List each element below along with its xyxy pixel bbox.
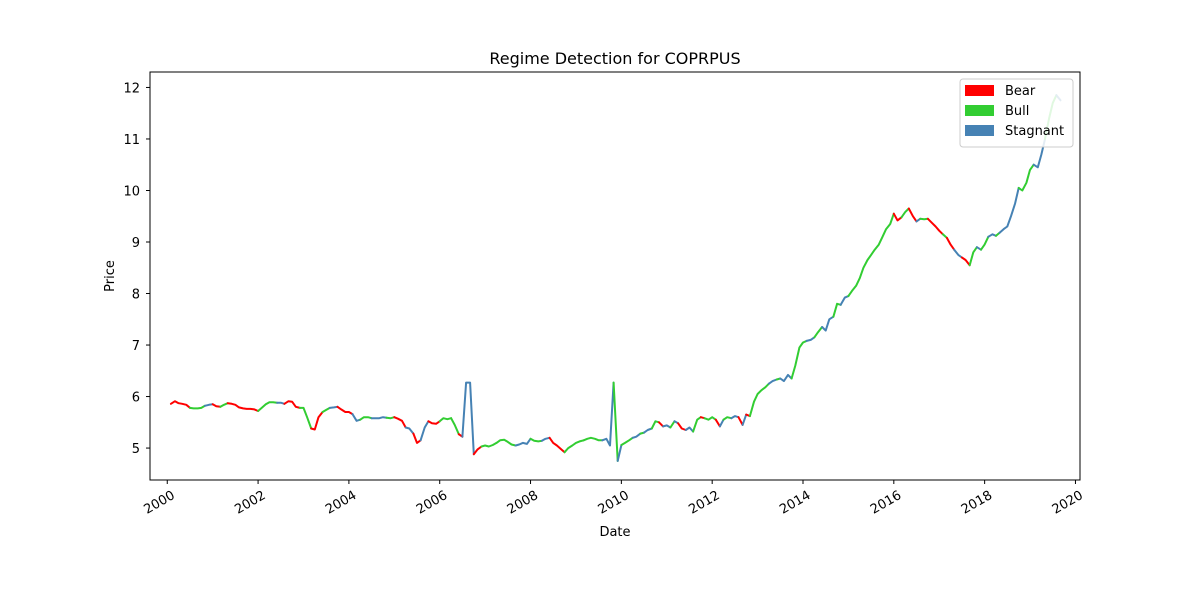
segment-stagnant-56 xyxy=(730,415,740,420)
y-tick-label: 12 xyxy=(123,81,140,96)
segment-stagnant-67 xyxy=(821,315,835,332)
segment-bull-15 xyxy=(359,416,373,421)
legend-swatch-bull xyxy=(965,105,994,116)
segment-stagnant-7 xyxy=(276,401,286,405)
segment-bull-11 xyxy=(321,406,331,413)
segment-bear-71 xyxy=(892,212,903,222)
segment-bull-1 xyxy=(189,404,206,410)
segment-bear-22 xyxy=(427,420,441,425)
segment-stagnant-19 xyxy=(404,426,415,435)
segment-bull-4 xyxy=(219,402,229,408)
segment-stagnant-61 xyxy=(767,378,778,385)
segment-bull-87 xyxy=(1017,163,1035,192)
segment-bear-80 xyxy=(960,256,971,267)
segment-bull-28 xyxy=(480,441,498,448)
segment-stagnant-2 xyxy=(203,403,214,407)
segment-bull-52 xyxy=(703,416,717,421)
segment-bear-48 xyxy=(677,422,687,431)
segment-bull-34 xyxy=(563,439,585,454)
segment-stagnant-54 xyxy=(718,418,725,428)
segment-bear-78 xyxy=(945,236,956,251)
legend-label-stagnant: Stagnant xyxy=(1005,124,1064,139)
segment-stagnant-49 xyxy=(684,426,695,433)
segment-bull-81 xyxy=(968,246,978,267)
segment-stagnant-42 xyxy=(643,427,653,434)
segment-stagnant-12 xyxy=(328,405,339,409)
segment-bull-9 xyxy=(298,406,313,430)
segment-bull-55 xyxy=(722,416,733,421)
segment-bull-68 xyxy=(832,302,842,318)
segment-bear-5 xyxy=(226,402,260,412)
segment-bear-3 xyxy=(211,403,222,408)
segment-stagnant-36 xyxy=(601,381,615,447)
plot-frame xyxy=(149,71,1081,481)
segment-stagnant-79 xyxy=(953,248,963,259)
segment-stagnant-32 xyxy=(540,436,551,442)
segment-bull-35 xyxy=(582,436,604,442)
segment-bear-0 xyxy=(169,400,191,409)
y-tick-label: 9 xyxy=(132,236,140,251)
segment-bear-8 xyxy=(283,400,301,409)
segment-bull-43 xyxy=(650,420,660,430)
segment-bull-83 xyxy=(980,235,990,251)
segment-bear-27 xyxy=(472,445,483,456)
segment-bull-24 xyxy=(450,417,460,436)
segment-stagnant-14 xyxy=(351,413,362,422)
segment-bear-73 xyxy=(907,207,918,223)
segment-bear-13 xyxy=(336,405,354,416)
y-tick-label: 8 xyxy=(132,288,140,303)
segment-bull-64 xyxy=(790,339,808,380)
segment-stagnant-86 xyxy=(998,186,1020,234)
segment-bull-72 xyxy=(900,207,910,219)
y-tick-label: 6 xyxy=(132,391,140,406)
segment-stagnant-84 xyxy=(987,233,997,238)
segment-stagnant-45 xyxy=(662,424,672,429)
y-axis-ticks: 5 6 7 8 9 10 11 12 xyxy=(123,81,150,457)
legend-swatch-bear xyxy=(965,85,994,96)
segment-bull-46 xyxy=(669,420,676,429)
segment-stagnant-58 xyxy=(741,413,748,426)
segment-stagnant-63 xyxy=(779,373,793,383)
segment-bull-70 xyxy=(847,212,895,298)
segment-bear-53 xyxy=(714,418,721,428)
y-tick-label: 10 xyxy=(123,184,140,199)
segment-bull-6 xyxy=(257,401,279,412)
y-axis-label: Price xyxy=(103,260,118,292)
segment-bear-57 xyxy=(737,416,744,426)
segment-stagnant-65 xyxy=(805,336,816,342)
legend-swatch-stagnant xyxy=(965,125,994,136)
plot-lines xyxy=(169,94,1062,462)
segment-bull-29 xyxy=(495,438,517,447)
segment-stagnant-40 xyxy=(631,432,642,439)
legend-label-bull: Bull xyxy=(1005,104,1029,119)
y-tick-label: 5 xyxy=(132,442,140,457)
segment-bull-17 xyxy=(385,416,396,420)
segment-bear-18 xyxy=(393,416,407,429)
segment-stagnant-38 xyxy=(616,444,623,462)
segment-bear-10 xyxy=(310,411,324,431)
segment-bear-33 xyxy=(548,436,566,454)
segment-stagnant-16 xyxy=(370,416,388,420)
legend-label-bear: Bear xyxy=(1005,84,1036,99)
y-tick-label: 11 xyxy=(123,133,140,148)
segment-bull-31 xyxy=(529,437,543,443)
segment-bull-60 xyxy=(748,382,770,418)
segment-bull-50 xyxy=(692,416,702,433)
segment-bull-23 xyxy=(438,417,453,423)
legend: Bear Bull Stagnant xyxy=(959,78,1074,148)
segment-bull-75 xyxy=(919,217,929,221)
y-tick-label: 7 xyxy=(132,339,140,354)
segment-bull-39 xyxy=(620,436,634,446)
segment-bull-37 xyxy=(612,381,619,462)
x-axis-label: Date xyxy=(599,525,630,540)
segment-bear-76 xyxy=(926,217,944,236)
segment-stagnant-21 xyxy=(419,420,430,442)
segment-stagnant-26 xyxy=(461,381,475,456)
segment-stagnant-69 xyxy=(839,295,850,306)
chart-title: Regime Detection for COPRPUS xyxy=(489,49,740,68)
segment-bear-20 xyxy=(412,432,422,444)
segment-bull-66 xyxy=(813,326,824,339)
segment-stagnant-30 xyxy=(514,437,532,447)
